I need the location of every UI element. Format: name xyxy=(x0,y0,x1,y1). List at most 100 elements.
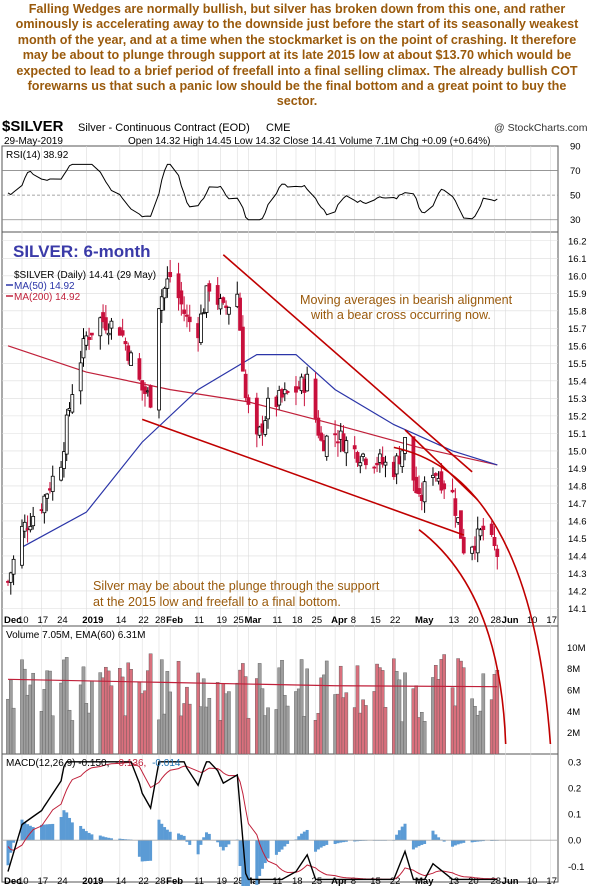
candle xyxy=(185,304,189,328)
macd-hist-bar xyxy=(411,840,415,850)
candle xyxy=(240,315,245,372)
x-axis-label: 28 xyxy=(490,615,501,626)
macd-hist-bar xyxy=(451,840,455,847)
candle xyxy=(187,304,192,332)
candle xyxy=(358,455,363,474)
x-axis-label: 2019 xyxy=(82,876,103,886)
candle xyxy=(199,304,203,345)
candle xyxy=(140,380,145,401)
candle xyxy=(243,369,248,401)
macd-panel-frame xyxy=(1,753,559,883)
volume-bar xyxy=(344,692,349,755)
candle xyxy=(305,366,310,392)
candle xyxy=(344,436,349,467)
macd-tick: -0.1 xyxy=(568,862,584,873)
volume-bar xyxy=(324,660,329,755)
candle xyxy=(266,387,270,429)
candle xyxy=(492,526,497,551)
macd-hist-bar xyxy=(244,840,248,886)
candle xyxy=(238,292,242,331)
rsi-tick: 50 xyxy=(570,191,581,202)
macd-hist-bar xyxy=(98,835,102,841)
volume-label: Volume 7.05M, EMA(60) 6.31M xyxy=(6,630,146,641)
volume-bar xyxy=(11,707,16,755)
x-axis-label: 20 xyxy=(468,615,479,626)
wedge-inner-line xyxy=(404,429,479,501)
macd-hist-bar xyxy=(216,840,220,843)
volume-tick: 4M xyxy=(567,707,580,718)
macd-hist-bar xyxy=(26,824,30,841)
legend-ma50: MA(50) 14.92 xyxy=(14,281,75,292)
candle xyxy=(106,323,111,345)
macd-hist-bar xyxy=(12,840,16,843)
macd-hist-bar xyxy=(241,840,245,886)
candle xyxy=(20,519,24,569)
wedge-lower-line xyxy=(141,418,465,536)
x-axis-label: Apr xyxy=(331,876,348,886)
x-axis-label: 11 xyxy=(272,615,282,626)
macd-hist-bar xyxy=(336,840,340,844)
candle xyxy=(226,306,231,325)
macd-hist-bar xyxy=(255,840,259,885)
candle xyxy=(70,384,75,414)
macd-signal-line xyxy=(7,761,498,880)
candle xyxy=(355,450,360,467)
macd-hist-bar xyxy=(68,817,72,841)
macd-axis-ticks: 0.3 0.2 0.1 0.0 -0.1 xyxy=(568,757,584,872)
candle xyxy=(204,285,209,318)
x-axis-label: Dec xyxy=(4,615,21,626)
rsi-label: RSI(14) 38.92 xyxy=(6,150,69,161)
candle xyxy=(179,281,184,316)
candle xyxy=(84,331,89,351)
candle xyxy=(89,332,94,341)
candle xyxy=(375,456,379,473)
candle xyxy=(246,394,251,414)
volume-bar xyxy=(50,715,55,755)
x-axis-label: 28 xyxy=(155,615,166,626)
volume-bar xyxy=(461,667,466,755)
macd-hist-bar xyxy=(79,825,83,841)
macd-hist-bar xyxy=(274,840,278,855)
candle xyxy=(31,506,36,530)
volume-bar xyxy=(48,670,52,755)
candle xyxy=(475,516,480,563)
macd-hist-bar xyxy=(143,840,147,862)
rsi-tick: 30 xyxy=(570,215,581,226)
macd-hist-bar xyxy=(246,840,250,886)
price-tick: 15.1 xyxy=(568,429,587,440)
volume-bar xyxy=(403,672,407,755)
macd-main-line xyxy=(7,761,498,881)
macd-hist-bar xyxy=(42,824,46,841)
price-candles xyxy=(6,259,500,595)
macd-hist-bar xyxy=(316,840,320,850)
x-axis-label: Jun xyxy=(502,615,519,626)
candle xyxy=(11,555,16,586)
volume-bar xyxy=(129,669,133,755)
candle xyxy=(400,450,405,473)
x-axis-label: 8 xyxy=(351,876,356,886)
candle xyxy=(165,266,170,298)
volume-tick: 6M xyxy=(567,686,580,697)
candle xyxy=(450,478,455,494)
macd-hist-bar xyxy=(431,830,435,841)
candle xyxy=(422,476,427,513)
candle xyxy=(28,513,33,533)
macd-hist-bar xyxy=(479,840,483,842)
macd-hist-bar xyxy=(277,840,281,852)
candle xyxy=(157,308,161,419)
candle xyxy=(103,305,108,334)
x-axis-label: 10 xyxy=(527,876,538,886)
macd-lines xyxy=(2,761,558,881)
macd-hist-bar xyxy=(470,840,474,843)
macd-hist-bar xyxy=(297,836,301,841)
macd-hist-bar xyxy=(121,838,125,841)
x-axis-label: 15 xyxy=(370,876,381,886)
candle xyxy=(363,456,368,470)
candle xyxy=(224,300,228,315)
macd-hist-bar xyxy=(31,827,35,841)
x-axis-label: Dec xyxy=(4,876,21,886)
x-axis-label: 17 xyxy=(546,876,557,886)
volume-ema-line xyxy=(7,678,498,688)
macd-hist-bar xyxy=(123,839,127,841)
macd-hist-bar xyxy=(179,834,183,841)
